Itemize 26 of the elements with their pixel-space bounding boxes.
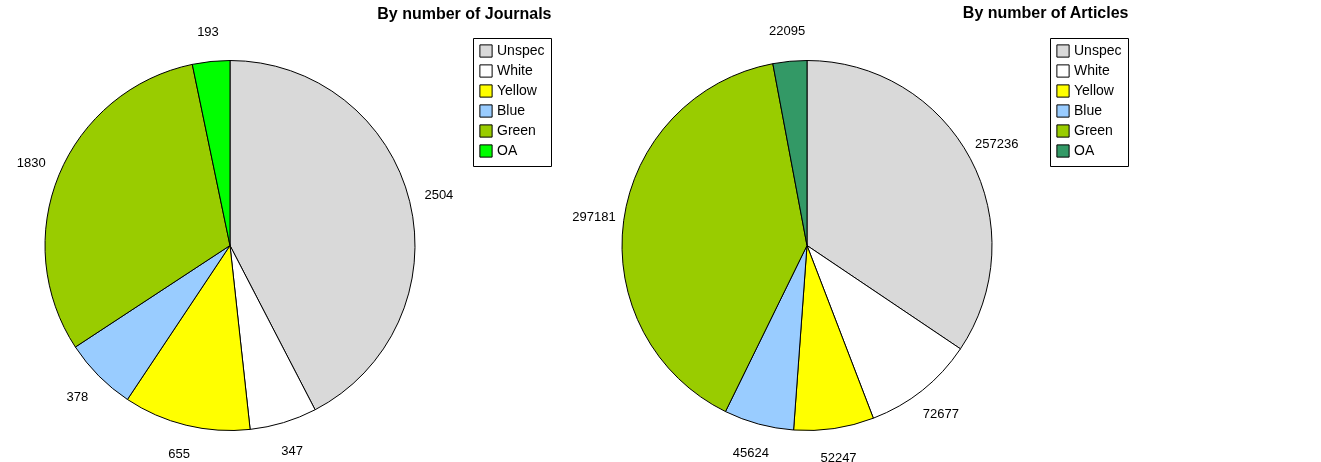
data-label: 52247 bbox=[820, 450, 857, 462]
legend-label: OA bbox=[497, 142, 518, 158]
legend-label: OA bbox=[1074, 142, 1095, 158]
data-label: 297181 bbox=[572, 208, 616, 224]
chart-title: By number of Articles bbox=[962, 4, 1129, 22]
legend-label: Yellow bbox=[1074, 82, 1115, 98]
data-label: 378 bbox=[66, 389, 89, 405]
data-label: 193 bbox=[197, 23, 219, 39]
chart-title: By number of Journals bbox=[377, 4, 552, 22]
legend-label: Green bbox=[497, 122, 536, 138]
data-label: 1830 bbox=[16, 155, 46, 171]
data-label: 72677 bbox=[922, 405, 960, 421]
legend-label: White bbox=[497, 62, 533, 78]
legend-label: Unspec bbox=[497, 42, 545, 58]
data-label: 22095 bbox=[768, 23, 806, 39]
legend-label: White bbox=[1074, 62, 1110, 78]
data-label: 2504 bbox=[424, 186, 454, 202]
data-label: 655 bbox=[168, 446, 190, 462]
data-label: 257236 bbox=[975, 136, 1019, 152]
data-label: 45624 bbox=[732, 445, 769, 461]
legend-label: Blue bbox=[497, 102, 526, 118]
legend-label: Unspec bbox=[1074, 42, 1122, 58]
legend-label: Green bbox=[1074, 122, 1113, 138]
data-label: 347 bbox=[281, 443, 304, 459]
legend-label: Blue bbox=[1074, 102, 1103, 118]
legend-label: Yellow bbox=[497, 82, 538, 98]
